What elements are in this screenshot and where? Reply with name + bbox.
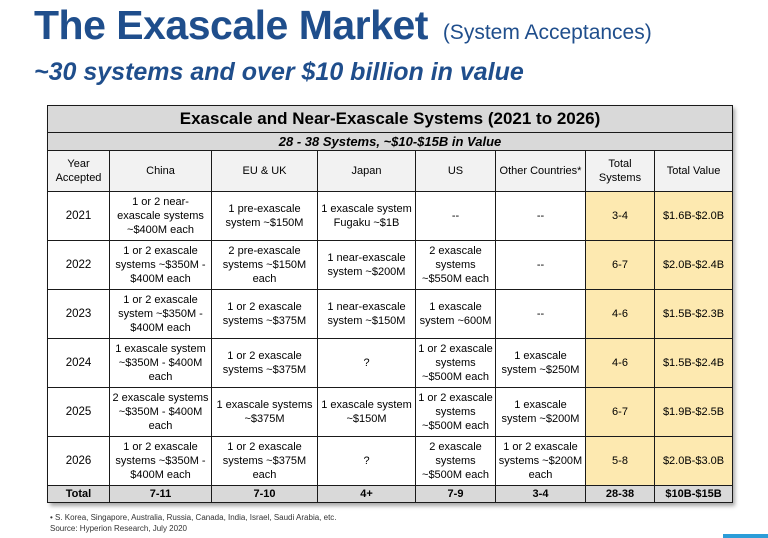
cell-total-value: $2.0B-$3.0B — [653, 436, 734, 486]
cell-china: 1 exascale system ~$350M - $400M each — [109, 338, 212, 388]
cell-china: 2 exascale systems ~$350M - $400M each — [109, 387, 212, 437]
cell-total-systems: 6-7 — [585, 387, 655, 437]
cell-china: 1 or 2 exascale systems ~$350M - $400M e… — [109, 436, 212, 486]
total-other: 3-4 — [495, 485, 586, 503]
col-header-eu-uk: EU & UK — [211, 150, 318, 192]
cell-eu-uk: 1 or 2 exascale systems ~$375M — [211, 289, 318, 339]
col-header-china: China — [109, 150, 212, 192]
cell-japan: 1 exascale system ~$150M — [317, 387, 416, 437]
cell-us: 2 exascale systems ~$550M each — [415, 240, 496, 290]
total-row: Total 7-11 7-10 4+ 7-9 3-4 28-38 $10B-$1… — [47, 485, 734, 503]
cell-total-value: $1.9B-$2.5B — [653, 387, 734, 437]
cell-total-value: $1.5B-$2.3B — [653, 289, 734, 339]
accent-bar — [723, 534, 768, 538]
cell-us: 2 exascale systems ~$500M each — [415, 436, 496, 486]
column-header-row: Year Accepted China EU & UK Japan US Oth… — [47, 150, 734, 192]
col-header-us: US — [415, 150, 496, 192]
cell-eu-uk: 1 or 2 exascale systems ~$375M — [211, 338, 318, 388]
table-row: 2025 2 exascale systems ~$350M - $400M e… — [47, 387, 734, 437]
col-header-total-value: Total Value — [653, 150, 734, 192]
cell-japan: 1 near-exascale system ~$150M — [317, 289, 416, 339]
cell-other: 1 exascale system ~$250M — [495, 338, 586, 388]
cell-eu-uk: 1 or 2 exascale systems ~$375M each — [211, 436, 318, 486]
page-subtitle: ~30 systems and over $10 billion in valu… — [34, 58, 524, 86]
cell-other: -- — [495, 289, 586, 339]
cell-japan: ? — [317, 436, 416, 486]
total-us: 7-9 — [415, 485, 496, 503]
cell-china: 1 or 2 near-exascale systems ~$400M each — [109, 191, 212, 241]
total-eu-uk: 7-10 — [211, 485, 318, 503]
total-value: $10B-$15B — [653, 485, 734, 503]
footnote-source: Source: Hyperion Research, July 2020 — [50, 524, 187, 533]
cell-year: 2025 — [47, 387, 110, 437]
cell-other: 1 exascale system ~$200M — [495, 387, 586, 437]
cell-year: 2026 — [47, 436, 110, 486]
footnote-countries: • S. Korea, Singapore, Australia, Russia… — [50, 513, 337, 522]
total-japan: 4+ — [317, 485, 416, 503]
cell-japan: 1 near-exascale system ~$200M — [317, 240, 416, 290]
cell-japan: ? — [317, 338, 416, 388]
cell-other: -- — [495, 191, 586, 241]
total-china: 7-11 — [109, 485, 212, 503]
cell-us: 1 exascale system ~600M — [415, 289, 496, 339]
cell-eu-uk: 1 pre-exascale system ~$150M — [211, 191, 318, 241]
col-header-total-systems: Total Systems — [585, 150, 655, 192]
cell-us: 1 or 2 exascale systems ~$500M each — [415, 387, 496, 437]
page-title-note: (System Acceptances) — [442, 21, 652, 44]
cell-year: 2023 — [47, 289, 110, 339]
footnote: • S. Korea, Singapore, Australia, Russia… — [50, 512, 337, 534]
cell-total-systems: 3-4 — [585, 191, 655, 241]
cell-total-systems: 4-6 — [585, 338, 655, 388]
cell-year: 2022 — [47, 240, 110, 290]
exascale-table-container: Exascale and Near-Exascale Systems (2021… — [46, 105, 734, 503]
cell-eu-uk: 1 exascale systems ~$375M — [211, 387, 318, 437]
cell-total-value: $2.0B-$2.4B — [653, 240, 734, 290]
cell-other: -- — [495, 240, 586, 290]
cell-total-systems: 5-8 — [585, 436, 655, 486]
cell-year: 2024 — [47, 338, 110, 388]
page-title-main: The Exascale Market — [34, 2, 428, 48]
table-row: 2021 1 or 2 near-exascale systems ~$400M… — [47, 191, 734, 241]
col-header-other: Other Countries* — [495, 150, 586, 192]
table-row: 2022 1 or 2 exascale systems ~$350M - $4… — [47, 240, 734, 290]
cell-us: -- — [415, 191, 496, 241]
cell-total-systems: 6-7 — [585, 240, 655, 290]
table-row: 2024 1 exascale system ~$350M - $400M ea… — [47, 338, 734, 388]
cell-eu-uk: 2 pre-exascale systems ~$150M each — [211, 240, 318, 290]
cell-total-value: $1.5B-$2.4B — [653, 338, 734, 388]
cell-total-systems: 4-6 — [585, 289, 655, 339]
cell-total-value: $1.6B-$2.0B — [653, 191, 734, 241]
table-row: 2026 1 or 2 exascale systems ~$350M - $4… — [47, 436, 734, 486]
cell-japan: 1 exascale system Fugaku ~$1B — [317, 191, 416, 241]
table-row: 2023 1 or 2 exascale system ~$350M - $40… — [47, 289, 734, 339]
table-title: Exascale and Near-Exascale Systems (2021… — [46, 105, 734, 133]
exascale-table: Exascale and Near-Exascale Systems (2021… — [46, 105, 734, 503]
cell-year: 2021 — [47, 191, 110, 241]
cell-other: 1 or 2 exascale systems ~$200M each — [495, 436, 586, 486]
total-systems: 28-38 — [585, 485, 655, 503]
page-title: The Exascale Market (System Acceptances) — [34, 2, 652, 49]
cell-us: 1 or 2 exascale systems ~$500M each — [415, 338, 496, 388]
col-header-year: Year Accepted — [47, 150, 110, 192]
cell-china: 1 or 2 exascale systems ~$350M - $400M e… — [109, 240, 212, 290]
cell-china: 1 or 2 exascale system ~$350M - $400M ea… — [109, 289, 212, 339]
col-header-japan: Japan — [317, 150, 416, 192]
total-label: Total — [47, 485, 110, 503]
table-subtitle: 28 - 38 Systems, ~$10-$15B in Value — [46, 132, 734, 151]
